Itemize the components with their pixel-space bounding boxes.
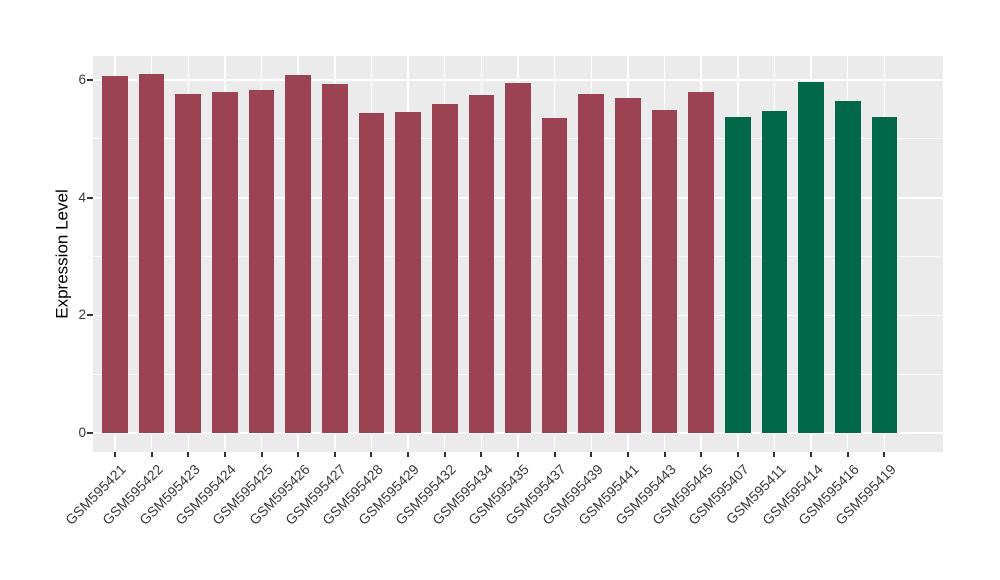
x-tick-label: GSM595423 bbox=[135, 461, 203, 528]
bar bbox=[505, 83, 531, 434]
x-tick-label: GSM595416 bbox=[795, 461, 863, 528]
x-tick-mark bbox=[297, 452, 300, 457]
x-tick-mark bbox=[150, 452, 153, 457]
bar bbox=[395, 112, 421, 434]
plot-panel bbox=[93, 56, 943, 452]
x-tick-label: GSM595427 bbox=[282, 461, 350, 528]
bar bbox=[358, 113, 385, 434]
x-tick-mark bbox=[480, 452, 483, 457]
bar bbox=[468, 94, 495, 434]
x-tick-label: GSM595411 bbox=[722, 461, 789, 528]
x-tick-label: GSM595407 bbox=[685, 461, 753, 528]
bar bbox=[175, 94, 202, 434]
x-tick-mark bbox=[333, 452, 336, 457]
x-tick-mark bbox=[223, 452, 226, 457]
x-tick-mark bbox=[187, 452, 190, 457]
x-tick-label: GSM595437 bbox=[502, 461, 569, 528]
x-tick-mark bbox=[260, 452, 263, 457]
x-tick-label: GSM595414 bbox=[758, 461, 826, 528]
x-tick-mark bbox=[407, 452, 410, 457]
x-tick-label: GSM595432 bbox=[392, 461, 460, 528]
bar bbox=[138, 74, 165, 434]
x-tick-label: GSM595419 bbox=[831, 461, 899, 528]
x-tick-label: GSM595425 bbox=[208, 461, 276, 528]
x-tick-label: GSM595443 bbox=[611, 461, 679, 528]
x-tick-label: GSM595421 bbox=[62, 461, 130, 528]
bar bbox=[871, 117, 898, 434]
bar bbox=[321, 84, 348, 434]
x-tick-mark bbox=[736, 452, 739, 457]
x-tick-mark bbox=[113, 452, 116, 457]
bar bbox=[615, 97, 641, 434]
x-tick-mark bbox=[810, 452, 813, 457]
x-tick-mark bbox=[443, 452, 446, 457]
x-tick-mark bbox=[883, 452, 886, 457]
bar bbox=[541, 118, 568, 434]
y-axis-title: Expression Level bbox=[46, 56, 80, 452]
x-tick-mark bbox=[846, 452, 849, 457]
bar bbox=[248, 89, 275, 434]
bar bbox=[834, 100, 861, 434]
x-tick-label: GSM595435 bbox=[465, 461, 533, 528]
x-tick-label: GSM595424 bbox=[172, 461, 240, 528]
y-axis-title-text: Expression Level bbox=[53, 189, 72, 319]
bar bbox=[651, 110, 678, 434]
bar bbox=[212, 91, 238, 434]
x-tick-mark bbox=[517, 452, 519, 457]
bar bbox=[725, 116, 751, 434]
x-tick-mark bbox=[553, 452, 556, 457]
x-tick-mark bbox=[700, 452, 703, 457]
bar bbox=[431, 104, 458, 434]
x-tick-label: GSM595422 bbox=[99, 461, 166, 528]
bar bbox=[761, 110, 788, 434]
x-tick-label: GSM595426 bbox=[245, 461, 313, 528]
bar bbox=[798, 81, 824, 434]
x-tick-mark bbox=[370, 452, 373, 457]
x-tick-label: GSM595445 bbox=[648, 461, 716, 528]
bar bbox=[578, 94, 605, 434]
bar bbox=[688, 91, 714, 434]
x-tick-mark bbox=[590, 452, 593, 457]
x-tick-mark bbox=[626, 452, 629, 457]
bar bbox=[285, 74, 311, 434]
x-tick-mark bbox=[663, 452, 666, 457]
x-tick-mark bbox=[773, 452, 776, 457]
x-tick-label: GSM595434 bbox=[428, 461, 496, 528]
x-tick-label: GSM595428 bbox=[318, 461, 386, 528]
x-tick-label: GSM595441 bbox=[575, 461, 643, 528]
x-tick-label: GSM595429 bbox=[355, 461, 423, 528]
bar bbox=[102, 76, 128, 434]
x-tick-label: GSM595439 bbox=[538, 461, 606, 528]
